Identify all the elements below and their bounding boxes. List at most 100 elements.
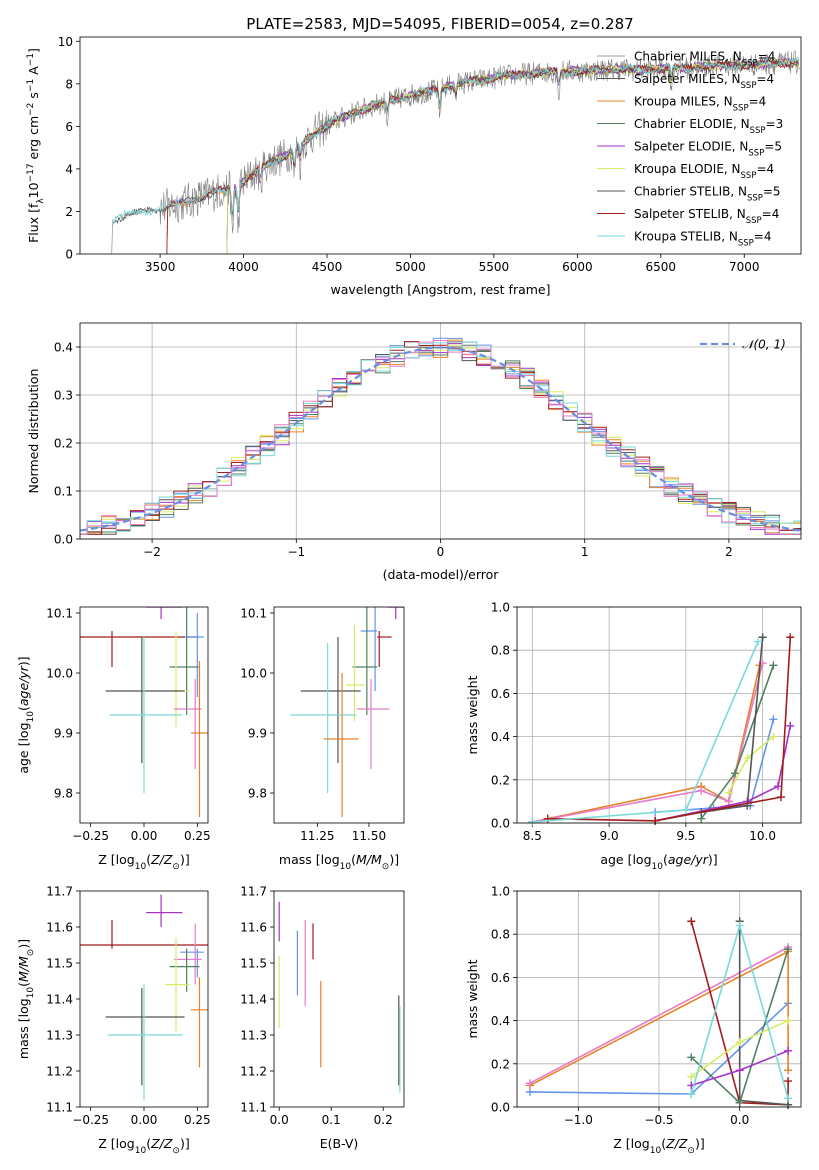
y-tick-label: 11.3 [46, 1029, 73, 1043]
y-tick-label: 0.8 [491, 644, 510, 658]
y-tick-label: 6 [65, 120, 73, 134]
weight-marker [651, 816, 660, 825]
label-part: −17 [26, 163, 36, 182]
label-part: )] [695, 1136, 705, 1151]
label-part: Z [log [613, 1136, 649, 1151]
x-tick-label: 0 [437, 545, 445, 559]
y-tick-label: 10.1 [240, 607, 267, 621]
y-tick-label: 0.2 [491, 1057, 510, 1071]
weight-marker [735, 1066, 744, 1075]
x-axis-label: age [log10(age/yr)] [600, 852, 717, 872]
label-part: M/M [16, 956, 31, 982]
axes-frame [516, 606, 802, 824]
label-part: age/yr [668, 852, 709, 867]
age_vs_mass-axes: 11.25 11.50 9.8 9.9 10.0 10.1 mass [log10(M/M⊙… [240, 607, 405, 872]
y-tick-label: 2 [65, 205, 73, 219]
y-tick-label: 10.0 [46, 667, 73, 681]
legend-sub: SSP [747, 194, 763, 204]
legend-text: Chabrier ELODIE, N [634, 117, 750, 131]
x-axis-label: Z [log10(Z/Z⊙)] [98, 852, 189, 872]
label-part: 10 [650, 1146, 662, 1156]
legend-sub: SSP [748, 149, 764, 159]
label-part: 10 [135, 1146, 147, 1156]
label-part: Z/Z [150, 852, 173, 867]
x-tick-label: 11.25 [300, 829, 334, 843]
y-tick-label: 11.3 [240, 1029, 267, 1043]
weight-marker [681, 806, 690, 815]
x-axis-label: Z [log10(Z/Z⊙)] [613, 1136, 704, 1156]
label-part: age [log [600, 852, 651, 867]
weight-marker [784, 1016, 793, 1025]
label-part: 10 [26, 711, 36, 723]
label-part: M/M [356, 852, 382, 867]
x-tick-label: 7000 [729, 260, 760, 274]
y-tick-label: 0.4 [491, 1014, 510, 1028]
x-tick-label: 0.1 [322, 1113, 341, 1127]
y-tick-label: 0.0 [491, 1101, 510, 1115]
model-line [166, 59, 800, 254]
label-part: −1 [26, 53, 36, 66]
label-part: ( [351, 852, 356, 867]
weight-marker [784, 1077, 793, 1086]
weight-marker [758, 633, 767, 642]
x-tick-label: 4500 [312, 260, 343, 274]
y-tick-label: 11.5 [240, 957, 267, 971]
y-tick-label: 11.6 [240, 921, 267, 935]
legend-tail: =4 [754, 230, 772, 244]
legend-tail: =3 [766, 117, 784, 131]
x-tick-label: 9.5 [676, 829, 695, 843]
x-tick-label: −1.0 [564, 1113, 593, 1127]
histogram-step [80, 343, 801, 535]
y-tick-label: 11.6 [46, 921, 73, 935]
label-part: ⊙ [687, 1146, 695, 1156]
weight-marker [735, 921, 744, 930]
y-axis-label: age [log10(age/yr)] [16, 656, 36, 773]
errorbars [80, 607, 208, 817]
axes-frame [79, 36, 802, 255]
y-tick-label: 9.8 [54, 787, 73, 801]
label-part: s [26, 92, 41, 103]
label-part: ⊙ [382, 862, 390, 872]
legend-tail: =4 [762, 207, 780, 221]
age_vs_Z-axes: −0.25 0.00 0.259.89.910.010.1Z [log10(Z/Z⊙… [16, 607, 211, 873]
label-part: Z [log [98, 852, 134, 867]
residuals-axes: −2 −1 0 1 2 0.0 0.1 0.2 0.3 0.4 (data-model)/error… [26, 322, 802, 582]
weight-marker [769, 661, 778, 670]
legend-text: Kroupa STELIB, N [634, 230, 738, 244]
label-part: −2 [26, 103, 36, 116]
label-part: ( [16, 706, 31, 711]
x-tick-label: 0.00 [131, 829, 158, 843]
legend-text: Chabrier STELIB, N [634, 185, 747, 199]
histogram-step [80, 339, 801, 535]
label-part: )] [708, 852, 718, 867]
mass_vs_Z-axes: −0.25 0.00 0.25 11.1 11.2 11.3 11.4 11.5 11.6 11.… [16, 885, 211, 1157]
spectrum-axes: 3500 4000 4500 5000 5500 6000 6500 7000 0 2 4 6 8 10 w… [26, 35, 802, 297]
weight-marker [735, 1098, 744, 1107]
legend-text: Salpeter ELODIE, N [634, 140, 748, 154]
legend-label: Chabrier MILES, NSSP=4 [634, 50, 775, 69]
weight-lines [525, 917, 793, 1109]
label-part: )] [389, 852, 399, 867]
weight-marker [784, 1066, 793, 1075]
weight-series [547, 637, 792, 822]
label-part: erg cm [26, 116, 41, 164]
legend-label: Kroupa STELIB, NSSP=4 [634, 230, 772, 249]
x-axis-label: wavelength [Angstrom, rest frame] [330, 282, 550, 297]
legend-label: Salpeter ELODIE, NSSP=5 [634, 140, 782, 159]
x-tick-label: 6500 [646, 260, 677, 274]
figure-title: PLATE=2583, MJD=54095, FIBERID=0054, z=0… [246, 15, 633, 33]
weight-marker [697, 786, 706, 795]
y-tick-label: 9.9 [54, 727, 73, 741]
legend-text: Salpeter MILES, N [634, 72, 741, 86]
y-tick-label: 11.7 [46, 885, 73, 899]
weight-series [529, 946, 789, 1084]
weight-marker [525, 1079, 534, 1088]
weight-marker [754, 637, 763, 646]
x-tick-label: 6000 [562, 260, 593, 274]
label-part: ( [663, 852, 668, 867]
label-part: 10 [340, 862, 352, 872]
label-part: mass [log [279, 852, 340, 867]
x-tick-label: −0.25 [72, 1113, 109, 1127]
x-tick-label: −2 [143, 545, 161, 559]
x-tick-label: 0.25 [184, 829, 211, 843]
